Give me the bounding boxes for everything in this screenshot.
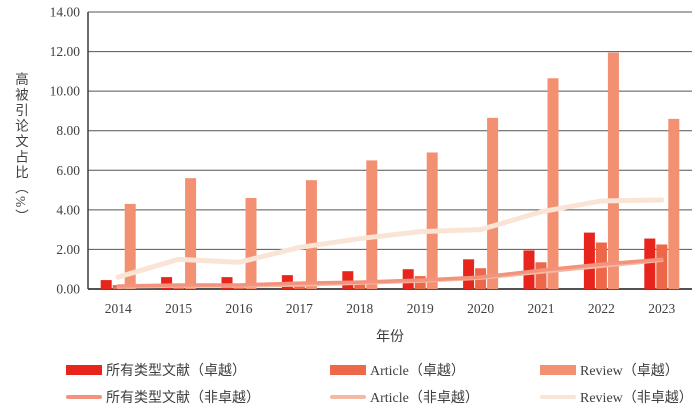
legend-label: Article（非卓越） xyxy=(370,391,479,406)
svg-text:4.00: 4.00 xyxy=(56,202,80,217)
svg-text:14.00: 14.00 xyxy=(50,5,81,20)
legend-label: 所有类型文献（卓越） xyxy=(106,364,246,379)
svg-text:2019: 2019 xyxy=(407,301,434,316)
svg-text:2022: 2022 xyxy=(588,301,615,316)
svg-text:12.00: 12.00 xyxy=(50,44,81,59)
x-axis-title: 年份 xyxy=(376,330,404,345)
chart-legend: 所有类型文献（卓越） Article（卓越） Review（卓越） 所有类型文献… xyxy=(0,354,700,414)
legend-bar-swatch xyxy=(330,365,366,375)
legend-bar-swatch xyxy=(66,365,102,375)
legend-label: Article（卓越） xyxy=(370,364,465,379)
legend-line-swatch xyxy=(330,395,366,399)
svg-text:10.00: 10.00 xyxy=(50,84,81,99)
chart-canvas: 0.00 2.00 4.00 6.00 8.00 10.00 12.00 14.00 2014 2… xyxy=(50,5,692,316)
svg-text:2018: 2018 xyxy=(346,301,373,316)
legend-item-all-nonexcellent: 所有类型文献（非卓越） xyxy=(66,387,260,407)
legend-label: 所有类型文献（非卓越） xyxy=(106,391,260,406)
legend-item-review-excellent: Review（卓越） xyxy=(540,360,679,380)
svg-text:2020: 2020 xyxy=(467,301,494,316)
svg-text:2021: 2021 xyxy=(528,301,555,316)
legend-item-all-excellent: 所有类型文献（卓越） xyxy=(66,360,246,380)
legend-label: Review（非卓越） xyxy=(580,391,693,406)
svg-text:6.00: 6.00 xyxy=(56,163,80,178)
legend-label: Review（卓越） xyxy=(580,364,679,379)
legend-bar-swatch xyxy=(540,365,576,375)
legend-item-article-nonexcellent: Article（非卓越） xyxy=(330,387,479,407)
legend-line-swatch xyxy=(540,395,576,399)
svg-text:0.00: 0.00 xyxy=(56,282,80,297)
svg-text:2017: 2017 xyxy=(286,301,313,316)
svg-text:2014: 2014 xyxy=(105,301,132,316)
legend-line-swatch xyxy=(66,395,102,399)
legend-item-article-excellent: Article（卓越） xyxy=(330,360,465,380)
svg-text:8.00: 8.00 xyxy=(56,123,80,138)
y-axis-title: 高被引论文占比（%） xyxy=(13,72,28,225)
svg-text:2016: 2016 xyxy=(226,301,253,316)
svg-text:2015: 2015 xyxy=(165,301,192,316)
legend-item-review-nonexcellent: Review（非卓越） xyxy=(540,387,693,407)
svg-text:2.00: 2.00 xyxy=(56,242,80,257)
svg-text:2023: 2023 xyxy=(648,301,675,316)
